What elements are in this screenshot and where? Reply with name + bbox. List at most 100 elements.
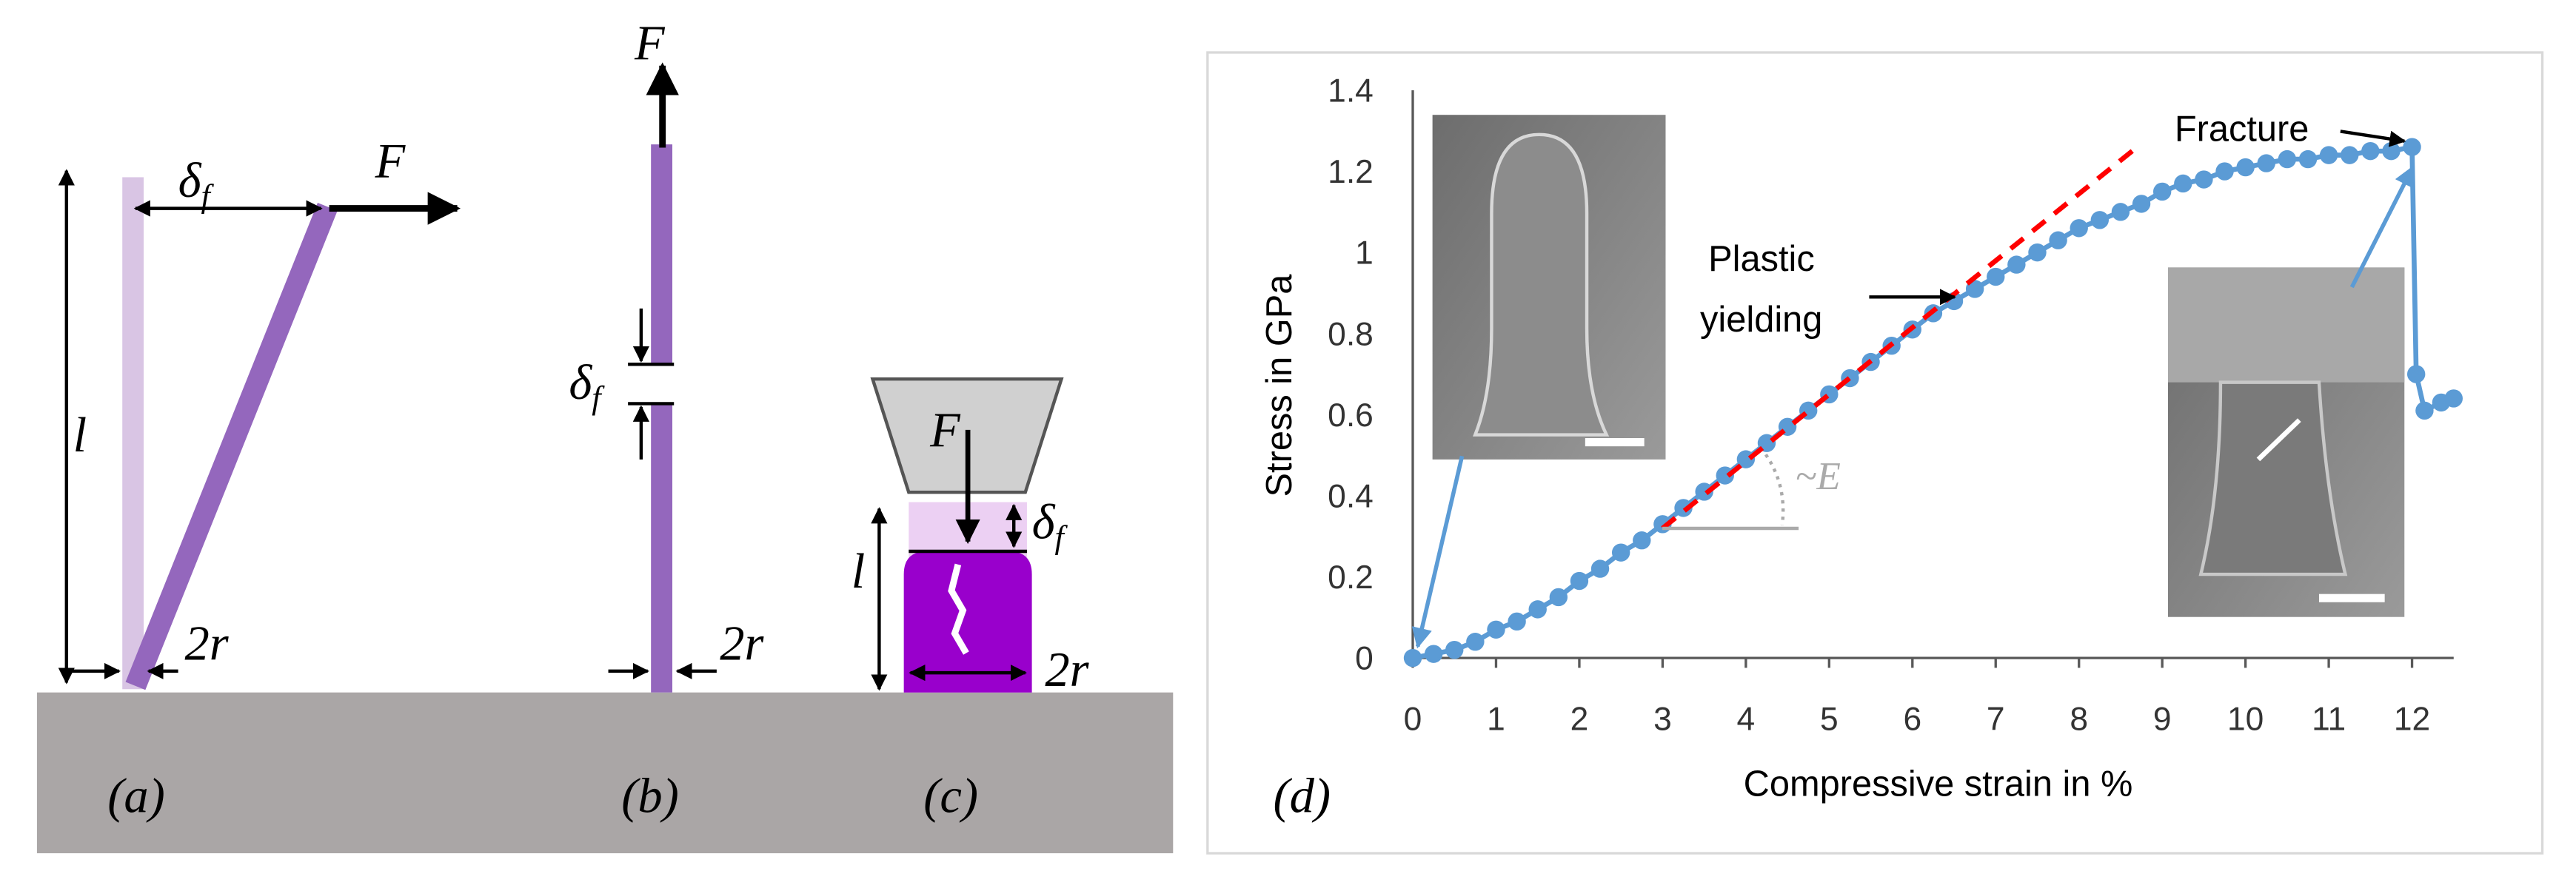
y-tick-label: 1.2 (1328, 154, 1374, 190)
data-point (1508, 612, 1526, 631)
data-point (1965, 280, 1984, 298)
data-point (2090, 211, 2110, 229)
data-point (2298, 149, 2318, 169)
undeformed-pillar (122, 177, 144, 690)
y-tick-label: 0 (1355, 641, 1374, 677)
indenter-image (2167, 267, 2405, 383)
data-point (1611, 543, 1630, 562)
bent-pillar (125, 203, 338, 690)
y-tick-label: 1 (1355, 235, 1374, 272)
pillar-top (651, 144, 673, 365)
data-point (1633, 531, 1651, 550)
series-line (1661, 145, 2139, 531)
data-point (1549, 588, 1568, 607)
x-tick-label: 9 (2153, 702, 2172, 738)
scale-bar (2318, 594, 2385, 602)
annotation: yielding (1700, 300, 1822, 340)
force-label: F (375, 134, 407, 188)
data-point (2257, 154, 2275, 172)
data-point (2403, 138, 2421, 156)
data-point (2382, 141, 2401, 161)
panel-label: (c) (923, 770, 978, 824)
data-point (1403, 648, 1422, 668)
substrate (36, 692, 1174, 854)
x-axis-label: Compressive strain in % (1744, 764, 2133, 804)
data-point (2152, 182, 2172, 201)
data-point (2444, 389, 2463, 408)
data-point (2361, 141, 2380, 161)
x-tick-label: 7 (1987, 702, 2005, 738)
annotation: Fracture (2175, 110, 2309, 149)
data-point (2132, 195, 2151, 213)
crack-arrow (2256, 418, 2301, 462)
annotation: Plastic (1708, 239, 1815, 279)
panel-label: (b) (621, 770, 679, 824)
data-point (2007, 255, 2026, 274)
inset-pointer (1411, 455, 1465, 649)
panel-label: (d) (1274, 770, 1331, 824)
data-point (1674, 499, 1693, 517)
y-tick-label: 0.8 (1328, 316, 1374, 352)
data-point (2028, 243, 2047, 262)
sem-inset (2167, 267, 2405, 617)
data-point (2236, 158, 2255, 177)
data-point (2111, 203, 2130, 221)
pillar (903, 551, 1032, 693)
x-tick-label: 11 (2312, 702, 2346, 738)
pillar-image (1472, 132, 1610, 437)
x-tick-label: 5 (1820, 702, 1839, 738)
diameter-label: 2r (184, 616, 229, 670)
pillar-image (2198, 380, 2348, 576)
annotation-arrow (2340, 130, 2406, 147)
crack (948, 563, 969, 655)
diameter-label: 2r (1045, 643, 1089, 697)
pillar-bottom (651, 403, 673, 693)
data-point (1487, 620, 1505, 639)
panel-label: (a) (107, 770, 165, 824)
force-label: F (634, 16, 666, 70)
data-point (2049, 231, 2067, 249)
data-point (2195, 170, 2213, 189)
data-point (1528, 600, 1547, 619)
x-tick-label: 6 (1903, 702, 1921, 738)
scale-bar (1585, 438, 1645, 447)
y-tick-label: 1.4 (1328, 73, 1374, 109)
data-point (1590, 559, 1610, 578)
x-tick-label: 4 (1737, 702, 1756, 738)
length-label: l (852, 545, 865, 599)
annotation: ~E (1796, 454, 1841, 498)
y-tick-label: 0.6 (1328, 397, 1374, 434)
diameter-label: 2r (720, 616, 764, 670)
data-point (2415, 401, 2434, 420)
slope-arc (1764, 453, 1785, 525)
x-tick-label: 3 (1653, 702, 1672, 738)
sem-inset (1432, 115, 1666, 460)
symbol: δ (178, 154, 202, 208)
x-tick-label: 0 (1404, 702, 1422, 738)
data-point (2070, 219, 2088, 238)
data-point (1570, 571, 1589, 591)
x-tick-label: 12 (2394, 702, 2430, 738)
x-tick-label: 2 (1570, 702, 1589, 738)
data-point (1716, 466, 1734, 485)
y-tick-label: 0.2 (1328, 559, 1374, 596)
data-point (2174, 174, 2192, 193)
data-point (1424, 645, 1443, 663)
data-point (1466, 633, 1485, 651)
y-tick-label: 0.4 (1328, 478, 1374, 514)
x-tick-label: 8 (2070, 702, 2088, 738)
symbol: δ (569, 356, 592, 410)
length-label: l (73, 408, 87, 463)
data-point (2319, 146, 2338, 164)
data-point (1445, 640, 1464, 659)
data-point (1695, 483, 1713, 501)
force-label: F (929, 403, 961, 457)
inset-pointer (2349, 165, 2415, 289)
x-tick-label: 1 (1487, 702, 1505, 738)
data-point (2278, 149, 2297, 169)
deflection-label: δf (1032, 495, 1068, 555)
symbol: δ (1032, 495, 1056, 549)
data-point (1987, 267, 2005, 286)
